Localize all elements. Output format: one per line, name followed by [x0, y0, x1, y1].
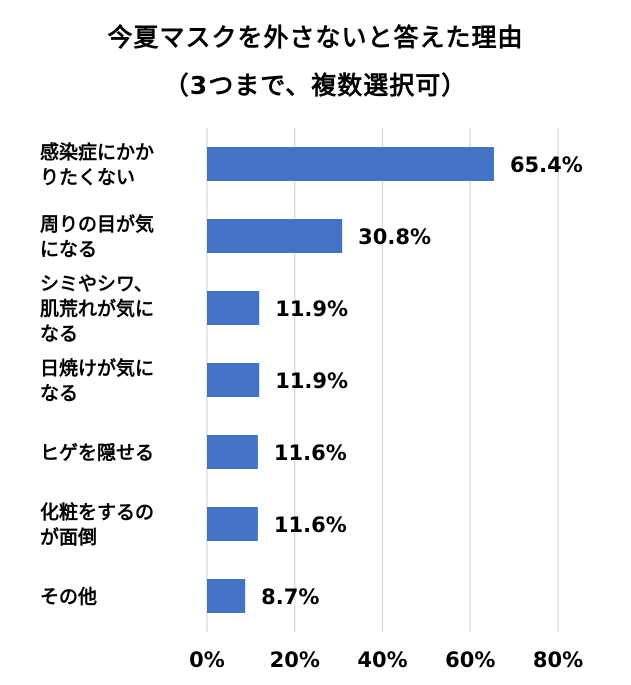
- category-label-line: なる: [40, 383, 78, 405]
- category-label: 感染症にかかりたくない: [40, 141, 154, 189]
- x-tick-label: 20%: [270, 648, 320, 672]
- data-label: 11.6%: [274, 441, 347, 465]
- bar: [207, 363, 260, 397]
- category-label: その他: [40, 585, 97, 608]
- labels: 0% 20% 40% 60% 80% 65.4% 感染症にかかりたくない 30.8% 周りの目が…: [40, 141, 583, 673]
- data-label: 8.7%: [261, 585, 319, 609]
- bars: [207, 147, 494, 613]
- x-tick-label: 0%: [189, 648, 225, 672]
- bar: [207, 507, 258, 541]
- category-label: 周りの目が気になる: [40, 213, 154, 261]
- data-label: 11.9%: [275, 369, 348, 393]
- grid-lines: [206, 128, 559, 632]
- data-label: 11.6%: [274, 513, 347, 537]
- category-label-line: 周りの目が気: [40, 213, 154, 236]
- category-label-line: が面倒: [40, 526, 97, 549]
- category-label-line: ヒゲを隠せる: [40, 442, 154, 464]
- category-label: 化粧をするのが面倒: [40, 501, 154, 549]
- chart-subtitle: （3つまで、複数選択可）: [163, 71, 468, 100]
- data-label: 65.4%: [510, 153, 583, 177]
- x-tick-label: 80%: [533, 648, 583, 672]
- category-label-line: なる: [40, 323, 78, 345]
- chart-title: 今夏マスクを外さないと答えた理由: [107, 23, 524, 52]
- x-tick-label: 40%: [357, 648, 407, 672]
- bar: [207, 579, 246, 613]
- category-label: ヒゲを隠せる: [40, 442, 154, 464]
- category-label-line: シミやシワ、: [40, 273, 153, 295]
- category-label-line: 肌荒れが気に: [40, 297, 154, 320]
- category-label-line: になる: [40, 239, 97, 261]
- category-label-line: 日焼けが気に: [40, 357, 154, 380]
- category-label: シミやシワ、肌荒れが気になる: [40, 273, 154, 345]
- bar: [207, 291, 260, 325]
- category-label-line: 化粧をするの: [40, 501, 154, 524]
- data-label: 30.8%: [358, 225, 431, 249]
- category-label-line: りたくない: [40, 167, 135, 189]
- bar: [207, 435, 258, 469]
- category-label-line: 感染症にかか: [40, 141, 154, 164]
- data-label: 11.9%: [275, 297, 348, 321]
- bar: [207, 219, 343, 253]
- category-label-line: その他: [40, 585, 97, 608]
- bar: [207, 147, 494, 181]
- category-label: 日焼けが気になる: [40, 357, 154, 405]
- x-tick-label: 60%: [445, 648, 495, 672]
